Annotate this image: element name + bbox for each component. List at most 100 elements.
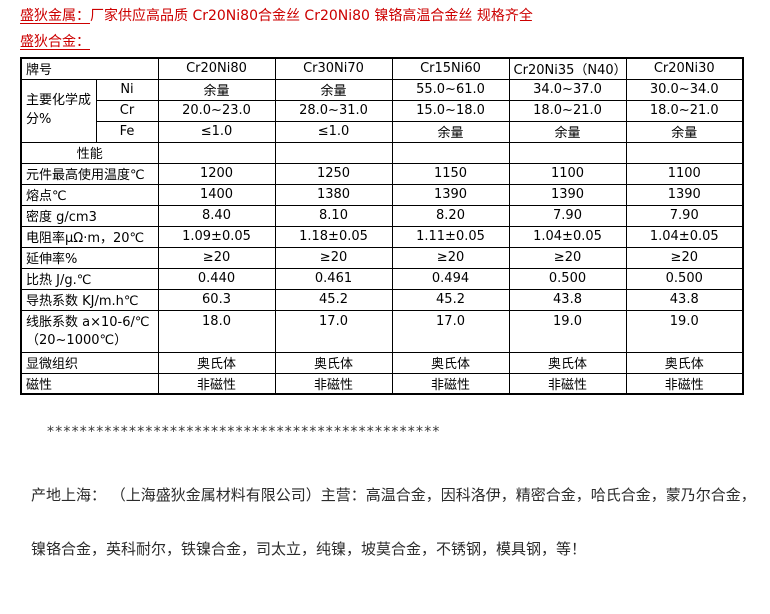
table-cell: 1.18±0.05 <box>274 225 393 248</box>
table-row-expansion-coefficient: 线胀系数 a×10-6/℃ （20~1000℃） 18.0 17.0 17.0 1… <box>20 309 744 353</box>
table-cell: 8.20 <box>391 204 510 227</box>
table-cell: 45.2 <box>391 288 510 311</box>
table-cell: 1.04±0.05 <box>625 225 744 248</box>
table-cell: 余量 <box>157 78 276 101</box>
row-label: 密度 g/cm3 <box>20 204 159 227</box>
table-cell: 奥氏体 <box>625 351 744 374</box>
table-row-composition-fe: Fe ≤1.0 ≤1.0 余量 余量 余量 <box>21 120 744 143</box>
table-cell: 1200 <box>157 162 276 185</box>
table-cell: 7.90 <box>625 204 744 227</box>
table-row-magnetism: 磁性 非磁性 非磁性 非磁性 非磁性 非磁性 <box>20 372 744 395</box>
footer-paragraph-products: 镍铬合金，英科耐尔，铁镍合金，司太立，纯镍，坡莫合金，不锈钢，模具钢，等！ <box>31 540 587 558</box>
table-cell: 1390 <box>391 183 510 206</box>
table-cell: 非磁性 <box>157 372 276 395</box>
table-cell: 奥氏体 <box>157 351 276 374</box>
table-cell: 0.494 <box>391 267 510 290</box>
table-cell: 34.0~37.0 <box>508 78 627 101</box>
table-cell: 55.0~61.0 <box>391 78 510 101</box>
table-row-density: 密度 g/cm3 8.40 8.10 8.20 7.90 7.90 <box>20 204 744 227</box>
table-cell: 奥氏体 <box>508 351 627 374</box>
table-cell: 余量 <box>625 120 744 143</box>
table-cell: 0.500 <box>625 267 744 290</box>
table-cell: 7.90 <box>508 204 627 227</box>
column-header-grade: Cr15Ni60 <box>391 57 510 80</box>
table-cell: 19.0 <box>508 309 627 353</box>
table-cell: 1250 <box>274 162 393 185</box>
table-cell: 0.461 <box>274 267 393 290</box>
table-cell: 奥氏体 <box>391 351 510 374</box>
page-title: 盛狄金属：厂家供应高品质 Cr20Ni80合金丝 Cr20Ni80 镍铬高温合金… <box>20 7 533 25</box>
table-cell: 0.440 <box>157 267 276 290</box>
table-row-performance-header: 性能 <box>20 141 744 164</box>
page-subtitle: 盛狄合金： <box>20 33 90 51</box>
composition-group-label: 主要化学成分% <box>20 78 97 143</box>
table-row-microstructure: 显微组织 奥氏体 奥氏体 奥氏体 奥氏体 奥氏体 <box>20 351 744 374</box>
table-cell: 8.40 <box>157 204 276 227</box>
column-header-grade: Cr20Ni35（N40） <box>508 57 627 80</box>
element-label: Cr <box>95 99 159 122</box>
table-cell: 1.09±0.05 <box>157 225 276 248</box>
column-header-grade: Cr20Ni30 <box>625 57 744 80</box>
row-label: 比热 J/g.℃ <box>20 267 159 290</box>
table-row-max-temp: 元件最高使用温度℃ 1200 1250 1150 1100 1100 <box>20 162 744 185</box>
table-cell: 非磁性 <box>508 372 627 395</box>
table-cell: 非磁性 <box>625 372 744 395</box>
table-cell: 20.0~23.0 <box>157 99 276 122</box>
table-cell: 45.2 <box>274 288 393 311</box>
table-cell: 28.0~31.0 <box>274 99 393 122</box>
table-cell: 8.10 <box>274 204 393 227</box>
table-cell: 1400 <box>157 183 276 206</box>
table-cell: 1390 <box>625 183 744 206</box>
table-cell: 17.0 <box>391 309 510 353</box>
table-cell: 1.11±0.05 <box>391 225 510 248</box>
element-label: Fe <box>95 120 159 143</box>
table-cell: ≥20 <box>391 246 510 269</box>
brand-name-underlined: 盛狄金属： <box>20 8 90 24</box>
row-label: 电阻率μΩ·m，20℃ <box>20 225 159 248</box>
row-label-line1: 线胀系数 a×10-6/℃ <box>26 314 150 330</box>
column-header-grade: Cr20Ni80 <box>157 57 276 80</box>
row-label-line2: （20~1000℃） <box>26 333 128 349</box>
row-label: 导热系数 KJ/m.h℃ <box>20 288 159 311</box>
table-cell-empty <box>157 141 276 164</box>
table-cell: 15.0~18.0 <box>391 99 510 122</box>
row-label: 显微组织 <box>20 351 159 374</box>
table-cell: 30.0~34.0 <box>625 78 744 101</box>
table-cell: 1.04±0.05 <box>508 225 627 248</box>
table-cell: ≤1.0 <box>274 120 393 143</box>
table-cell: 1100 <box>625 162 744 185</box>
table-cell: 18.0~21.0 <box>508 99 627 122</box>
element-label: Ni <box>95 78 159 101</box>
grade-header-label: 牌号 <box>20 57 159 80</box>
table-cell: 43.8 <box>508 288 627 311</box>
table-cell: 18.0~21.0 <box>625 99 744 122</box>
row-label: 线胀系数 a×10-6/℃ （20~1000℃） <box>20 309 159 353</box>
table-cell: 43.8 <box>625 288 744 311</box>
table-cell: 19.0 <box>625 309 744 353</box>
table-cell: 余量 <box>391 120 510 143</box>
table-cell-empty <box>508 141 627 164</box>
table-cell: 60.3 <box>157 288 276 311</box>
table-cell: 奥氏体 <box>274 351 393 374</box>
table-cell: ≥20 <box>157 246 276 269</box>
table-cell-empty <box>391 141 510 164</box>
table-cell: 17.0 <box>274 309 393 353</box>
table-cell: 余量 <box>274 78 393 101</box>
column-header-grade: Cr30Ni70 <box>274 57 393 80</box>
table-cell: 18.0 <box>157 309 276 353</box>
table-cell: 余量 <box>508 120 627 143</box>
table-cell: ≥20 <box>508 246 627 269</box>
brand-alloy-underlined: 盛狄合金： <box>20 34 90 50</box>
table-row-resistivity: 电阻率μΩ·m，20℃ 1.09±0.05 1.18±0.05 1.11±0.0… <box>20 225 744 248</box>
table-cell-empty <box>625 141 744 164</box>
table-cell: 1380 <box>274 183 393 206</box>
row-label: 元件最高使用温度℃ <box>20 162 159 185</box>
row-label: 磁性 <box>20 372 159 395</box>
table-row-specific-heat: 比热 J/g.℃ 0.440 0.461 0.494 0.500 0.500 <box>20 267 744 290</box>
table-cell-empty <box>274 141 393 164</box>
table-cell: 1390 <box>508 183 627 206</box>
table-cell: ≤1.0 <box>157 120 276 143</box>
table-row-grades: 牌号 Cr20Ni80 Cr30Ni70 Cr15Ni60 Cr20Ni35（N… <box>20 57 744 80</box>
alloy-spec-table: 牌号 Cr20Ni80 Cr30Ni70 Cr15Ni60 Cr20Ni35（N… <box>20 57 745 395</box>
table-cell: ≥20 <box>625 246 744 269</box>
